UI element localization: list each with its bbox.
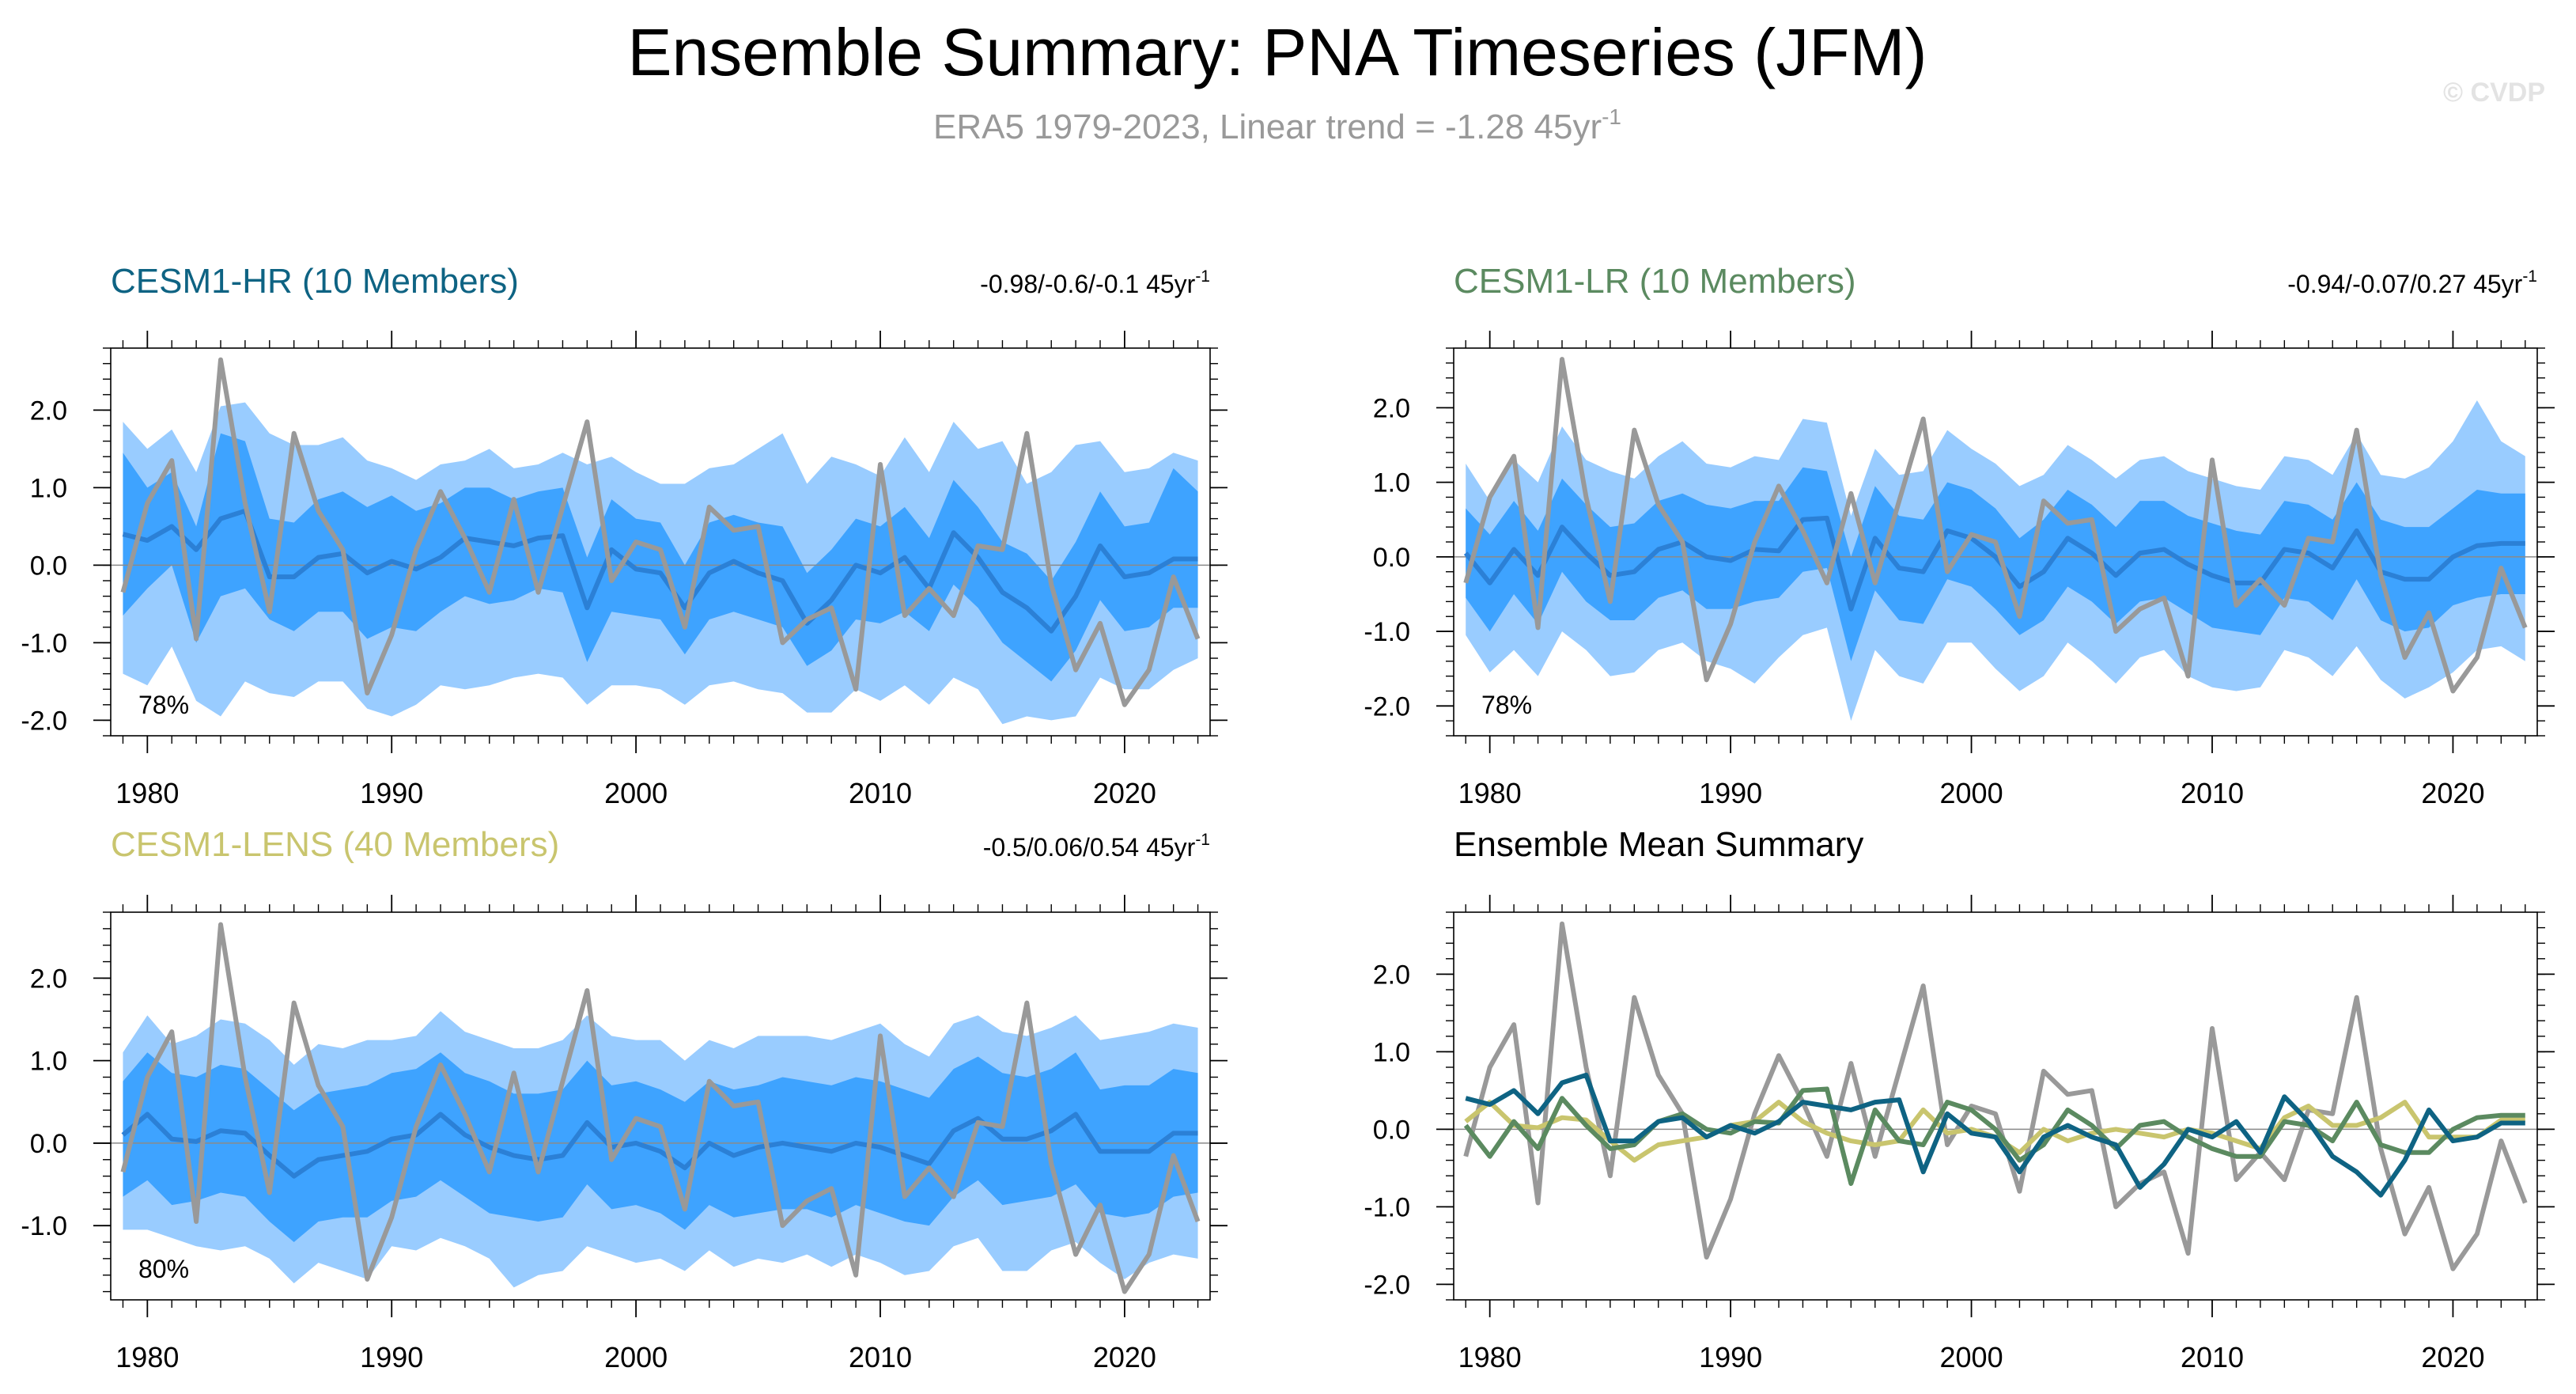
y-tick-label: -2.0 — [1364, 1270, 1410, 1300]
x-tick-label: 2000 — [604, 1341, 668, 1373]
trend-text: -0.98/-0.6/-0.1 45yr-1 — [980, 267, 1210, 298]
y-tick-label: 0.0 — [30, 1129, 67, 1159]
watermark-text: © CVDP — [2443, 78, 2545, 108]
x-tick-label: 2000 — [1940, 777, 2003, 809]
panels-group: CESM1-HR (10 Members) -0.98/-0.6/-0.1 45y… — [21, 262, 2555, 1373]
figure-subtitle: ERA5 1979-2023, Linear trend = -1.28 45y… — [933, 104, 1621, 146]
panel-title: CESM1-HR (10 Members) — [111, 262, 519, 301]
spread-band-inner — [1466, 467, 2525, 661]
x-tick-label: 2020 — [1093, 777, 1156, 809]
panel-1: CESM1-HR (10 Members) -0.98/-0.6/-0.1 45y… — [21, 262, 1227, 809]
observed-line — [1463, 357, 2528, 694]
percent-label: 80% — [138, 1255, 189, 1283]
y-tick-label: 1.0 — [1373, 468, 1410, 498]
y-tick-label: 2.0 — [30, 964, 67, 994]
y-tick-label: 1.0 — [1373, 1037, 1410, 1067]
ensemble-mean-line — [121, 1112, 1198, 1179]
y-tick-label: -1.0 — [21, 1211, 67, 1241]
figure-subtitle-sup: -1 — [1602, 104, 1621, 129]
plot-area — [111, 357, 1210, 725]
trend-unit-sup: -1 — [1195, 831, 1210, 849]
x-tick-label: 1990 — [1699, 1341, 1762, 1373]
plot-area — [111, 922, 1210, 1294]
y-tick-label: 1.0 — [30, 473, 67, 503]
series-line-era5 — [1463, 921, 2528, 1271]
panel-3: CESM1-LENS (40 Members) -0.5/0.06/0.54 45… — [21, 825, 1227, 1373]
panel-4: Ensemble Mean Summary 2.0 1.0 0.0 -1.0 -2.0 19… — [1364, 825, 2555, 1373]
y-tick-label: -2.0 — [21, 706, 67, 736]
x-tick-label: 2020 — [1093, 1341, 1156, 1373]
x-tick-label: 2000 — [604, 777, 668, 809]
y-tick-label: 2.0 — [30, 396, 67, 426]
series-line-cesm1-hr — [1465, 1072, 2525, 1198]
x-tick-label: 2010 — [2181, 777, 2244, 809]
panel-title: CESM1-LENS (40 Members) — [111, 825, 559, 864]
y-tick-label: 1.0 — [30, 1047, 67, 1077]
ensemble-mean-line — [1463, 515, 2525, 612]
y-tick-label: 2.0 — [1373, 393, 1410, 423]
plot-area — [1454, 921, 2537, 1271]
x-tick-label: 2010 — [849, 1341, 912, 1373]
y-tick-label: -1.0 — [1364, 1192, 1410, 1222]
trend-value: -0.98/-0.6/-0.1 45yr — [980, 270, 1195, 298]
trend-text: -0.5/0.06/0.54 45yr-1 — [983, 831, 1210, 862]
percent-label: 78% — [138, 691, 189, 719]
ensemble-mean-line — [122, 508, 1198, 634]
x-tick-label: 1980 — [1458, 1341, 1522, 1373]
x-tick-label: 2020 — [2421, 777, 2484, 809]
y-tick-label: -1.0 — [1364, 617, 1410, 647]
panel-2: CESM1-LR (10 Members) -0.94/-0.07/0.27 45… — [1364, 262, 2555, 809]
trend-text: -0.94/-0.07/0.27 45yr-1 — [2287, 267, 2537, 298]
x-tick-label: 2000 — [1940, 1341, 2003, 1373]
x-tick-label: 1980 — [115, 1341, 179, 1373]
x-tick-label: 2020 — [2421, 1341, 2484, 1373]
x-tick-label: 1980 — [1458, 777, 1522, 809]
y-tick-label: 0.0 — [1373, 543, 1410, 573]
y-tick-label: 0.0 — [30, 551, 67, 581]
observed-line — [120, 357, 1201, 707]
trend-value: -0.94/-0.07/0.27 45yr — [2287, 270, 2522, 298]
y-tick-label: 2.0 — [1373, 960, 1410, 990]
x-tick-label: 1980 — [115, 777, 179, 809]
x-tick-label: 1990 — [1699, 777, 1762, 809]
trend-unit-sup: -1 — [1195, 267, 1210, 286]
spread-band-inner — [123, 1052, 1198, 1243]
x-tick-label: 1990 — [360, 1341, 423, 1373]
observed-line — [120, 922, 1201, 1294]
panel-title: CESM1-LR (10 Members) — [1454, 262, 1856, 301]
trend-value: -0.5/0.06/0.54 45yr — [983, 833, 1196, 862]
x-tick-label: 2010 — [2181, 1341, 2244, 1373]
y-tick-label: -2.0 — [1364, 691, 1410, 722]
panel-title: Ensemble Mean Summary — [1454, 825, 1863, 864]
trend-unit-sup: -1 — [2522, 267, 2537, 286]
plot-area — [1454, 357, 2537, 722]
percent-label: 78% — [1481, 691, 1532, 719]
y-tick-label: 0.0 — [1373, 1115, 1410, 1145]
x-tick-label: 2010 — [849, 777, 912, 809]
y-tick-label: -1.0 — [21, 628, 67, 658]
figure-subtitle-main: ERA5 1979-2023, Linear trend = -1.28 45y… — [933, 108, 1602, 146]
figure-title: Ensemble Summary: PNA Timeseries (JFM) — [627, 15, 1927, 89]
x-tick-label: 1990 — [360, 777, 423, 809]
